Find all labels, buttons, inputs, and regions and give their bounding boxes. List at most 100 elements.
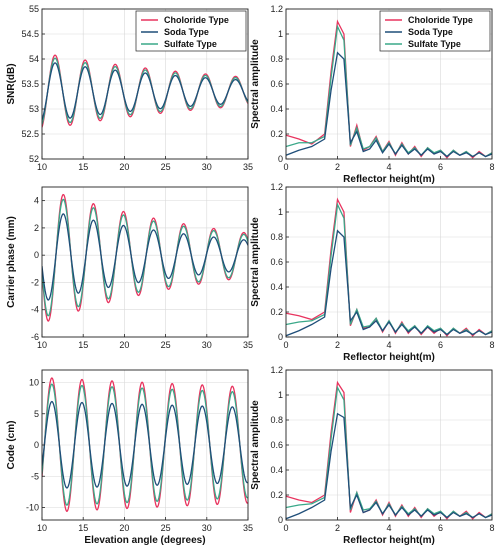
x-tick-label: 35: [243, 162, 253, 172]
y-tick-label: 4: [34, 196, 39, 206]
y-axis-label: SNR(dB): [6, 63, 17, 104]
y-tick-label: 53.5: [21, 79, 39, 89]
y-tick-label: 54.5: [21, 29, 39, 39]
x-tick-label: 20: [119, 340, 129, 350]
y-tick-label: 0.6: [270, 257, 283, 267]
y-tick-label: 0.6: [270, 79, 283, 89]
x-tick-label: 4: [386, 162, 391, 172]
legend-label-soda: Soda Type: [408, 27, 453, 37]
legend-label-sulfate: Sulfate Type: [408, 39, 461, 49]
legend-label-soda: Soda Type: [164, 27, 209, 37]
x-tick-label: 35: [243, 340, 253, 350]
series-line-soda: [286, 412, 492, 520]
x-tick-label: 4: [386, 523, 391, 533]
y-tick-label: -2: [31, 277, 39, 287]
x-tick-label: 15: [78, 340, 88, 350]
x-tick-label: 25: [161, 523, 171, 533]
y-tick-label: -6: [31, 332, 39, 342]
y-tick-label: 1: [278, 29, 283, 39]
panel-4: 0 2 4 6 8 0 0.2 0.4 0.6 0.8 1 1.2 Reflector height(m…: [250, 182, 495, 363]
y-tick-label: 0: [278, 515, 283, 525]
y-tick-label: 1.2: [270, 365, 283, 375]
y-tick-label: 53: [29, 104, 39, 114]
x-tick-label: 30: [202, 162, 212, 172]
x-tick-label: 20: [119, 523, 129, 533]
x-axis-label: Reflector height(m): [343, 352, 435, 363]
y-axis-label: Carrier phase (mm): [6, 216, 17, 308]
legend-label-chloride: Choloride Type: [408, 15, 473, 25]
y-tick-label: 0: [278, 332, 283, 342]
x-tick-label: 10: [37, 162, 47, 172]
series-line-soda: [42, 213, 248, 301]
plot-frame: [41, 186, 249, 338]
x-tick-label: 8: [489, 523, 494, 533]
y-tick-label: 1: [278, 390, 283, 400]
legend: Choloride Type Soda Type Sulfate Type: [379, 10, 491, 52]
panel-5: 10 15 20 25 30 35 -10 -5 0 5 10 Elevation angle (de…: [6, 369, 253, 546]
y-tick-label: 0.2: [270, 490, 283, 500]
x-tick-label: 10: [37, 523, 47, 533]
y-tick-label: 1.2: [270, 182, 283, 192]
panel-6: 0 2 4 6 8 0 0.2 0.4 0.6 0.8 1 1.2 Reflector height(m…: [250, 365, 495, 546]
x-tick-label: 8: [489, 340, 494, 350]
panel-2: 0 2 4 6 8 0 0.2 0.4 0.6 0.8 1 1.2 Reflector height(m…: [250, 4, 495, 185]
y-tick-label: 0: [278, 154, 283, 164]
panel-3: 10 15 20 25 30 35 -6 -4 -2 0 2 4 Carrier phase (mm): [6, 186, 253, 350]
y-tick-label: -4: [31, 305, 39, 315]
y-tick-label: 0.8: [270, 54, 283, 64]
y-tick-label: 54: [29, 54, 39, 64]
series-line-soda: [42, 400, 248, 489]
y-tick-label: 2: [34, 223, 39, 233]
x-tick-label: 2: [335, 162, 340, 172]
x-tick-label: 6: [438, 162, 443, 172]
y-tick-label: 52: [29, 154, 39, 164]
x-tick-label: 15: [78, 162, 88, 172]
y-tick-label: 0.8: [270, 415, 283, 425]
x-tick-label: 25: [161, 162, 171, 172]
x-tick-label: 35: [243, 523, 253, 533]
y-tick-label: -5: [31, 471, 39, 481]
y-tick-label: 0.8: [270, 232, 283, 242]
x-tick-label: 6: [438, 523, 443, 533]
legend: Choloride Type Soda Type Sulfate Type: [135, 10, 247, 52]
legend-label-chloride: Choloride Type: [164, 15, 229, 25]
legend-label-sulfate: Sulfate Type: [164, 39, 217, 49]
series-line-soda: [286, 51, 492, 158]
series-line-sulfate: [42, 198, 248, 317]
x-tick-label: 2: [335, 340, 340, 350]
y-tick-label: -10: [26, 503, 39, 513]
x-tick-label: 0: [283, 162, 288, 172]
y-tick-label: 0.2: [270, 129, 283, 139]
y-axis-label: Code (cm): [6, 421, 17, 470]
x-tick-label: 0: [283, 523, 288, 533]
y-tick-label: 0.6: [270, 440, 283, 450]
y-tick-label: 0.4: [270, 104, 283, 114]
y-tick-label: 0.4: [270, 282, 283, 292]
y-axis-label: Spectral amplitude: [250, 39, 261, 129]
series-line-sulfate: [42, 383, 248, 506]
y-tick-label: 55: [29, 4, 39, 14]
y-axis-label: Spectral amplitude: [250, 217, 261, 307]
x-axis-label: Reflector height(m): [343, 535, 435, 546]
y-tick-label: 0.2: [270, 307, 283, 317]
x-tick-label: 2: [335, 523, 340, 533]
x-tick-label: 30: [202, 523, 212, 533]
y-tick-label: 10: [29, 378, 39, 388]
y-tick-label: 0: [34, 250, 39, 260]
x-tick-label: 0: [283, 340, 288, 350]
x-tick-label: 20: [119, 162, 129, 172]
x-tick-label: 25: [161, 340, 171, 350]
x-axis-label: Reflector height(m): [343, 174, 435, 185]
y-axis-label: Spectral amplitude: [250, 400, 261, 490]
y-tick-label: 1: [278, 207, 283, 217]
panel-1: 10 15 20 25 30 35 52 52.5 53 53.5 54 54.5 55 SNR(dB) C…: [6, 4, 253, 172]
x-tick-label: 8: [489, 162, 494, 172]
y-tick-label: 5: [34, 409, 39, 419]
series-line-soda: [42, 62, 248, 120]
x-tick-label: 6: [438, 340, 443, 350]
x-tick-label: 30: [202, 340, 212, 350]
y-tick-label: 52.5: [21, 129, 39, 139]
series-line-soda: [286, 229, 492, 337]
y-tick-label: 0.4: [270, 465, 283, 475]
